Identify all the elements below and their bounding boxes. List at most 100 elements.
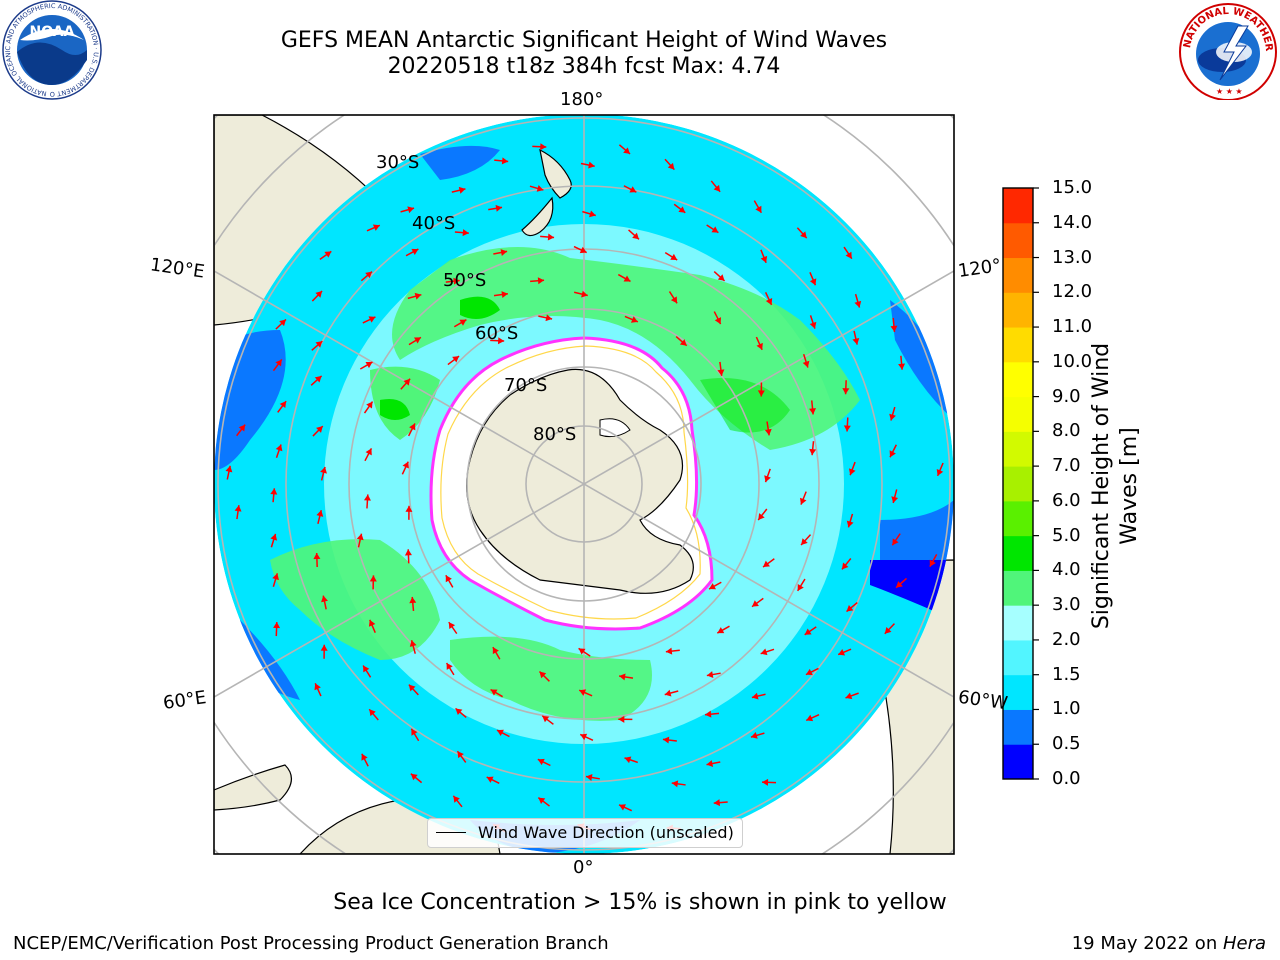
lat-label-60s: 60°S (475, 323, 519, 344)
noaa-logo-text: NOAA (30, 24, 75, 40)
wind-wave-arrow-head (455, 708, 463, 716)
wind-wave-arrow-head (799, 497, 807, 505)
colorbar-segment (1003, 500, 1033, 537)
wind-wave-arrow-head (316, 426, 323, 433)
colorbar-segment (1003, 570, 1033, 606)
wind-wave-arrow-head (898, 363, 906, 370)
colorbar-tick-label: 10.0 (1052, 350, 1093, 372)
wind-wave-arrow-head (665, 647, 673, 655)
wind-wave-arrow-head (448, 622, 456, 630)
wind-wave-arrow-head (842, 388, 850, 395)
colorbar-segment (1003, 292, 1033, 328)
colorbar-segment (1003, 222, 1033, 259)
colorbar-segment (1003, 431, 1033, 467)
wind-wave-arrow-head (365, 362, 373, 369)
wind-wave-arrow-head (889, 450, 896, 458)
noaa-logo: NATIONAL OCEANIC AND ATMOSPHERIC ADMINIS… (0, 0, 102, 100)
lat-label-80s: 80°S (533, 424, 577, 445)
map-frame (213, 114, 955, 855)
wind-wave-arrow-head (540, 143, 547, 151)
wind-wave-arrow-head (764, 428, 772, 436)
wind-wave-arrow-head (409, 640, 417, 647)
wind-wave-arrow-head (671, 780, 679, 788)
wind-wave-arrow-head (891, 496, 899, 503)
wind-wave-arrow-head (366, 401, 373, 409)
footer-date: 19 May 2022 on Hera (1072, 933, 1266, 954)
map-legend: Wind Wave Direction (unscaled) (427, 818, 743, 848)
wind-wave-arrow-head (706, 671, 714, 678)
wind-wave-arrow-head (545, 314, 553, 322)
footer-host: Hera (1222, 933, 1266, 954)
legend-line-swatch (436, 832, 466, 833)
wind-wave-arrow-head (711, 226, 719, 233)
colorbar-segment (1003, 188, 1033, 224)
colorbar-tick-label: 14.0 (1052, 211, 1093, 233)
wind-wave-arrow-head (275, 359, 282, 367)
wind-wave-arrow-head (539, 671, 547, 679)
chart-subtitle: 20220518 t18z 384h fcst Max: 4.74 (387, 54, 781, 79)
wind-wave-arrow-head (806, 714, 814, 722)
wind-wave-arrow-head (845, 251, 852, 259)
wind-wave-arrow-head (581, 290, 588, 298)
wind-wave-arrow-head (413, 337, 421, 344)
wind-wave-arrow-head (843, 425, 851, 432)
wind-wave-arrow-head (801, 538, 808, 545)
wind-wave-arrow-head (547, 233, 555, 241)
wind-wave-arrow-head (314, 683, 321, 691)
wind-wave-arrow-head (403, 378, 411, 386)
legend-label: Wind Wave Direction (unscaled) (478, 823, 734, 842)
colorbar-tick-label: 11.0 (1052, 316, 1093, 338)
wind-wave-arrow-head (457, 751, 464, 759)
wind-wave-arrow-head (846, 520, 854, 528)
colorbar-segment (1003, 396, 1033, 432)
wind-wave-arrow-head (270, 533, 278, 541)
wind-wave-arrow-head (629, 186, 637, 193)
wind-wave-arrow-head (763, 560, 770, 568)
wind-wave-arrow-head (500, 249, 508, 256)
colorbar-tick-label: 4.0 (1052, 559, 1081, 581)
wind-wave-arrow-head (372, 224, 380, 231)
wind-wave-arrow-head (497, 337, 505, 345)
wind-wave-arrow-head (714, 317, 722, 325)
wind-wave-arrow-head (453, 795, 460, 803)
wind-wave-arrow-head (363, 494, 371, 501)
wind-wave-arrow-head (717, 274, 725, 281)
wind-wave-arrow-head (623, 275, 631, 282)
wind-wave-arrow-head (579, 689, 587, 696)
wind-wave-arrow-head (751, 692, 759, 700)
wind-wave-arrow-head (314, 375, 322, 383)
wind-wave-arrow-head (542, 715, 550, 723)
wind-wave-arrow-head (453, 277, 460, 285)
colorbar-tick-label: 1.5 (1052, 663, 1081, 685)
wind-wave-arrow-head (404, 549, 412, 556)
wind-wave-arrow-head (445, 575, 452, 583)
wind-wave-arrow-head (405, 505, 413, 512)
colorbar-segment (1003, 257, 1033, 293)
wind-wave-arrow-head (459, 319, 467, 326)
wind-wave-arrow-head (619, 673, 626, 681)
wind-wave-arrow-head (452, 356, 460, 363)
wind-wave-arrow-head (802, 360, 810, 368)
lon-label-0: 0° (573, 857, 594, 878)
wind-wave-arrow-head (662, 736, 670, 744)
wind-wave-arrow-head (537, 758, 545, 766)
wind-wave-arrow-head (538, 797, 546, 805)
wind-wave-arrow-head (809, 321, 817, 329)
wind-wave-arrow-head (760, 255, 768, 263)
wind-wave-arrow-head (279, 319, 286, 327)
wind-wave-arrow-head (624, 756, 632, 764)
wind-wave-arrow-head (884, 626, 892, 634)
wind-wave-arrow-head (936, 468, 944, 476)
wind-wave-arrow-head (580, 733, 588, 741)
wind-wave-arrow-head (713, 184, 721, 192)
svg-text:★ ★ ★: ★ ★ ★ (1216, 87, 1243, 96)
wind-wave-arrow-head (234, 505, 242, 512)
wind-wave-arrow-head (889, 413, 896, 421)
colorbar-tick-label: 7.0 (1052, 455, 1081, 477)
wind-wave-arrow-head (486, 776, 494, 783)
colorbar-tick-label: 3.0 (1052, 594, 1081, 616)
wind-wave-arrow-head (409, 596, 417, 604)
sea-ice-caption: Sea Ice Concentration > 15% is shown in … (333, 890, 947, 915)
wind-wave-arrow-head (492, 647, 499, 655)
wind-wave-arrow-head (809, 278, 817, 286)
